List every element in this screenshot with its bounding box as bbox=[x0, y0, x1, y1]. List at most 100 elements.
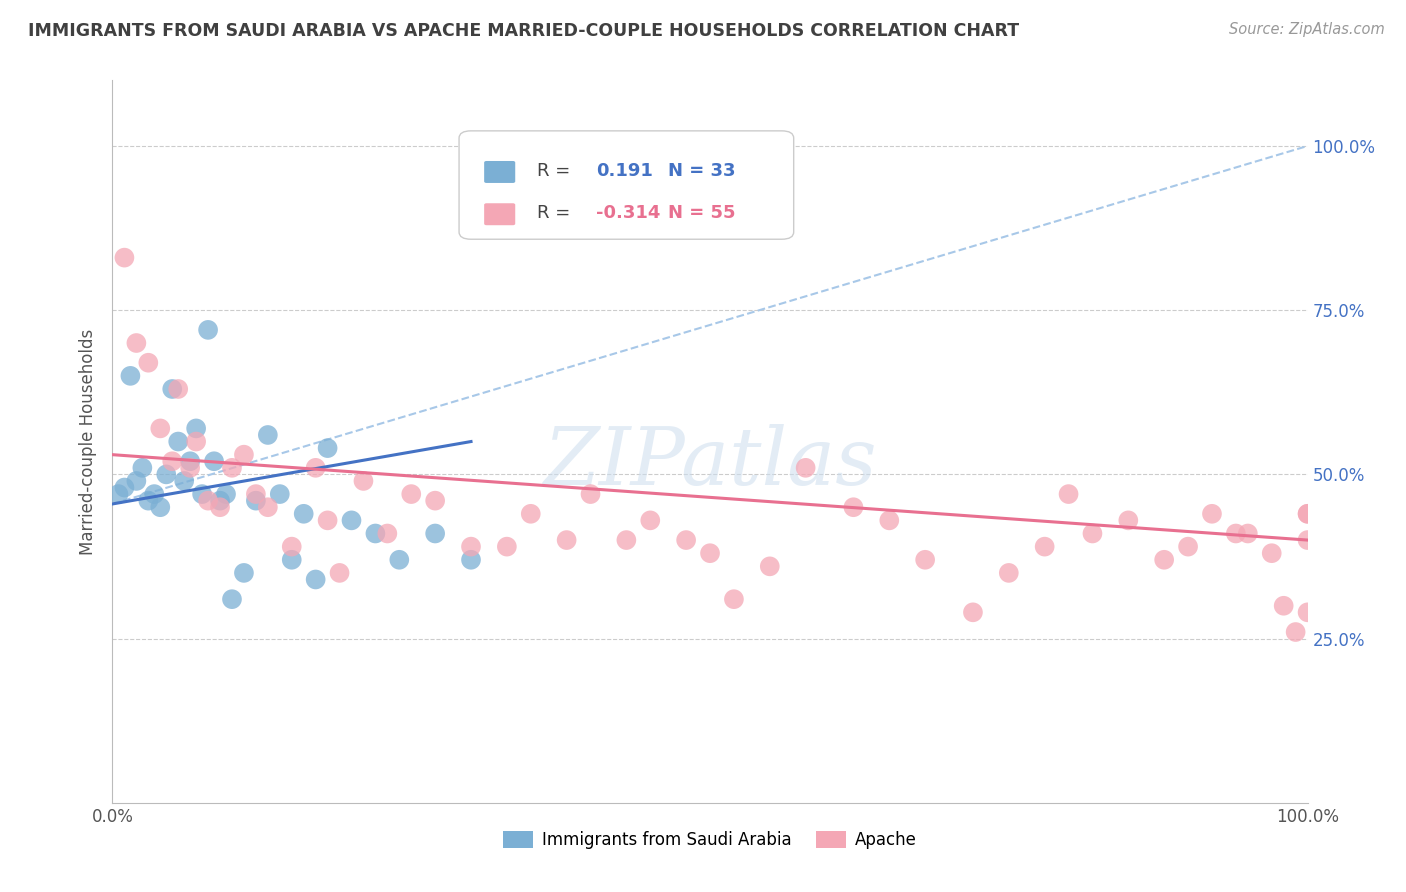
Point bbox=[125, 336, 148, 351]
Legend: Immigrants from Saudi Arabia, Apache: Immigrants from Saudi Arabia, Apache bbox=[496, 824, 924, 856]
Point bbox=[179, 454, 201, 468]
Point bbox=[496, 540, 519, 554]
Point bbox=[209, 500, 232, 515]
Point bbox=[794, 460, 817, 475]
Point bbox=[1177, 540, 1199, 554]
Point bbox=[197, 493, 219, 508]
Point bbox=[914, 553, 936, 567]
Point bbox=[149, 421, 172, 435]
Point bbox=[640, 513, 662, 527]
Point bbox=[245, 487, 267, 501]
Point bbox=[1153, 553, 1175, 567]
Point bbox=[292, 507, 315, 521]
Point bbox=[1296, 605, 1319, 619]
Point bbox=[114, 251, 135, 265]
Point bbox=[377, 526, 399, 541]
Point bbox=[305, 460, 328, 475]
Point bbox=[197, 323, 219, 337]
Point bbox=[269, 487, 291, 501]
Point bbox=[1225, 526, 1247, 541]
Point bbox=[281, 553, 304, 567]
Point bbox=[388, 553, 411, 567]
Point bbox=[186, 421, 208, 435]
Point bbox=[257, 500, 280, 515]
Text: IMMIGRANTS FROM SAUDI ARABIA VS APACHE MARRIED-COUPLE HOUSEHOLDS CORRELATION CHA: IMMIGRANTS FROM SAUDI ARABIA VS APACHE M… bbox=[28, 22, 1019, 40]
Point bbox=[579, 487, 602, 501]
Point bbox=[209, 493, 232, 508]
Point bbox=[460, 553, 482, 567]
Point bbox=[1261, 546, 1284, 560]
Point bbox=[233, 448, 256, 462]
Point bbox=[173, 474, 195, 488]
Point bbox=[1057, 487, 1080, 501]
Text: Source: ZipAtlas.com: Source: ZipAtlas.com bbox=[1229, 22, 1385, 37]
Point bbox=[281, 540, 304, 554]
Point bbox=[155, 467, 177, 482]
Point bbox=[329, 566, 352, 580]
Point bbox=[215, 487, 238, 501]
Point bbox=[1118, 513, 1140, 527]
Point bbox=[842, 500, 865, 515]
Point bbox=[221, 460, 243, 475]
Point bbox=[305, 573, 328, 587]
Point bbox=[149, 500, 172, 515]
Point bbox=[125, 474, 148, 488]
Point bbox=[167, 382, 190, 396]
Point bbox=[998, 566, 1021, 580]
Point bbox=[1272, 599, 1295, 613]
Point bbox=[1296, 507, 1319, 521]
Point bbox=[233, 566, 256, 580]
FancyBboxPatch shape bbox=[458, 131, 794, 239]
Point bbox=[401, 487, 423, 501]
Text: R =: R = bbox=[537, 204, 569, 222]
Point bbox=[316, 441, 339, 455]
Point bbox=[1033, 540, 1056, 554]
Point bbox=[1201, 507, 1223, 521]
Point bbox=[425, 493, 447, 508]
Text: R =: R = bbox=[537, 161, 569, 179]
Point bbox=[245, 493, 267, 508]
Point bbox=[340, 513, 363, 527]
Point bbox=[675, 533, 697, 547]
Point bbox=[143, 487, 166, 501]
Point bbox=[520, 507, 543, 521]
Point bbox=[138, 356, 160, 370]
Point bbox=[120, 368, 142, 383]
Point bbox=[316, 513, 339, 527]
Point bbox=[162, 382, 183, 396]
Point bbox=[555, 533, 578, 547]
Point bbox=[353, 474, 375, 488]
Point bbox=[425, 526, 447, 541]
Text: ZIPatlas: ZIPatlas bbox=[543, 425, 877, 502]
Point bbox=[138, 493, 160, 508]
Point bbox=[162, 454, 183, 468]
Point bbox=[616, 533, 638, 547]
Point bbox=[364, 526, 387, 541]
Text: N = 33: N = 33 bbox=[668, 161, 735, 179]
Text: -0.314: -0.314 bbox=[596, 204, 661, 222]
Point bbox=[1237, 526, 1260, 541]
Point bbox=[131, 460, 153, 475]
Point bbox=[202, 454, 225, 468]
Point bbox=[167, 434, 190, 449]
Point bbox=[221, 592, 243, 607]
Point bbox=[114, 481, 135, 495]
Point bbox=[460, 540, 482, 554]
Point bbox=[759, 559, 782, 574]
FancyBboxPatch shape bbox=[484, 203, 515, 225]
Point bbox=[186, 434, 208, 449]
Point bbox=[1081, 526, 1104, 541]
Point bbox=[257, 428, 280, 442]
Text: 0.191: 0.191 bbox=[596, 161, 654, 179]
Point bbox=[191, 487, 214, 501]
Point bbox=[1285, 625, 1308, 640]
Y-axis label: Married-couple Households: Married-couple Households bbox=[79, 328, 97, 555]
Point bbox=[699, 546, 721, 560]
Point bbox=[723, 592, 745, 607]
Text: N = 55: N = 55 bbox=[668, 204, 735, 222]
Point bbox=[179, 460, 201, 475]
Point bbox=[1296, 507, 1319, 521]
Point bbox=[107, 487, 129, 501]
Point bbox=[962, 605, 984, 619]
Point bbox=[1296, 533, 1319, 547]
